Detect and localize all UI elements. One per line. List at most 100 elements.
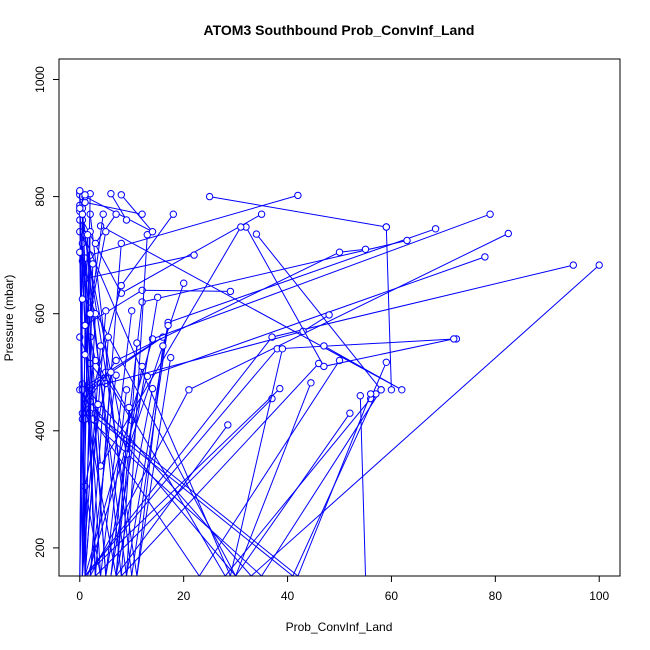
y-tick-label: 400 xyxy=(33,420,47,440)
data-point xyxy=(346,409,354,417)
data-point xyxy=(224,421,232,429)
data-point xyxy=(307,379,315,387)
x-tick-label: 80 xyxy=(489,589,503,603)
data-point xyxy=(431,225,440,233)
data-point xyxy=(169,210,178,218)
series-line-42 xyxy=(79,219,143,576)
series-line-16 xyxy=(359,395,366,576)
data-point xyxy=(89,260,97,268)
data-point xyxy=(76,248,84,256)
data-point xyxy=(361,245,370,254)
data-point xyxy=(504,229,512,238)
series-line-17 xyxy=(84,248,366,405)
data-point xyxy=(252,230,261,238)
data-point xyxy=(403,236,411,245)
series-line-66 xyxy=(89,231,107,314)
data-point xyxy=(76,204,84,213)
data-point xyxy=(112,356,120,365)
series-line-56 xyxy=(81,231,91,576)
data-point xyxy=(190,251,198,259)
data-point xyxy=(117,191,126,199)
y-axis: 200 400 600 800 1000 xyxy=(33,66,60,558)
data-point xyxy=(276,384,284,393)
x-tick-label: 100 xyxy=(589,589,609,603)
y-tick-label: 1000 xyxy=(33,66,47,93)
data-point xyxy=(205,192,214,201)
series-line-15 xyxy=(95,393,372,576)
series-line-32 xyxy=(209,196,387,228)
series-line-25 xyxy=(81,232,283,576)
data-point xyxy=(133,339,141,347)
data-point xyxy=(226,287,235,296)
data-point xyxy=(237,223,245,231)
data-point xyxy=(450,335,458,343)
data-point xyxy=(377,386,385,394)
data-point xyxy=(96,222,105,230)
series-line-14 xyxy=(89,393,377,576)
series-line-23 xyxy=(89,194,299,402)
data-point xyxy=(125,403,133,412)
series-line-40 xyxy=(81,388,153,576)
series-line-52 xyxy=(81,193,102,576)
series-line-13 xyxy=(82,389,382,576)
data-point xyxy=(94,400,102,409)
data-point xyxy=(117,239,126,248)
data-point xyxy=(325,311,333,319)
y-axis-label: Pressure (mbar) xyxy=(2,275,16,362)
series-line-53 xyxy=(84,404,99,576)
data-point xyxy=(102,228,110,236)
chart-title: ATOM3 Southbound Prob_ConvInf_Land xyxy=(204,22,475,38)
data-point xyxy=(159,342,167,350)
series-layer xyxy=(76,187,603,576)
data-point xyxy=(335,248,344,256)
data-point xyxy=(367,390,375,398)
data-point xyxy=(148,228,157,236)
data-point xyxy=(154,293,162,301)
series-line-45 xyxy=(115,407,130,576)
series-line-58 xyxy=(81,325,86,576)
data-point xyxy=(164,321,172,330)
data-point xyxy=(76,187,84,195)
series-line-43 xyxy=(120,342,138,576)
series-line-33 xyxy=(84,254,195,280)
data-point xyxy=(81,321,89,330)
x-axis: 0 20 40 60 80 100 xyxy=(76,575,610,603)
series-line-4 xyxy=(81,264,600,576)
data-point xyxy=(148,384,157,393)
data-point xyxy=(91,239,100,248)
x-axis-label: Prob_ConvInf_Land xyxy=(286,620,393,634)
data-point xyxy=(138,210,146,218)
series-line-50 xyxy=(89,337,109,576)
series-line-60 xyxy=(84,201,143,215)
series-line-28 xyxy=(256,233,382,391)
series-line-59 xyxy=(79,299,83,576)
data-point xyxy=(81,191,89,199)
data-point xyxy=(81,351,89,359)
data-point xyxy=(138,362,146,371)
data-point xyxy=(122,216,131,224)
x-tick-label: 60 xyxy=(385,589,399,603)
data-point xyxy=(78,210,87,218)
data-point xyxy=(486,210,494,218)
data-point xyxy=(382,223,390,231)
data-point xyxy=(83,231,92,239)
data-point xyxy=(78,295,87,303)
series-line-18 xyxy=(89,301,351,576)
x-tick-label: 40 xyxy=(281,589,295,603)
data-point xyxy=(122,386,131,394)
data-point xyxy=(278,345,287,353)
data-point xyxy=(128,307,136,315)
data-point xyxy=(481,253,489,261)
series-line-12 xyxy=(385,226,392,390)
y-tick-label: 600 xyxy=(33,303,47,323)
data-point xyxy=(107,190,115,198)
data-point xyxy=(398,386,406,394)
data-point xyxy=(320,342,328,350)
data-point xyxy=(167,353,175,362)
series-line-63 xyxy=(84,214,104,355)
data-point xyxy=(102,307,110,315)
data-point xyxy=(595,261,603,269)
data-point xyxy=(356,392,364,400)
data-point xyxy=(294,191,302,200)
